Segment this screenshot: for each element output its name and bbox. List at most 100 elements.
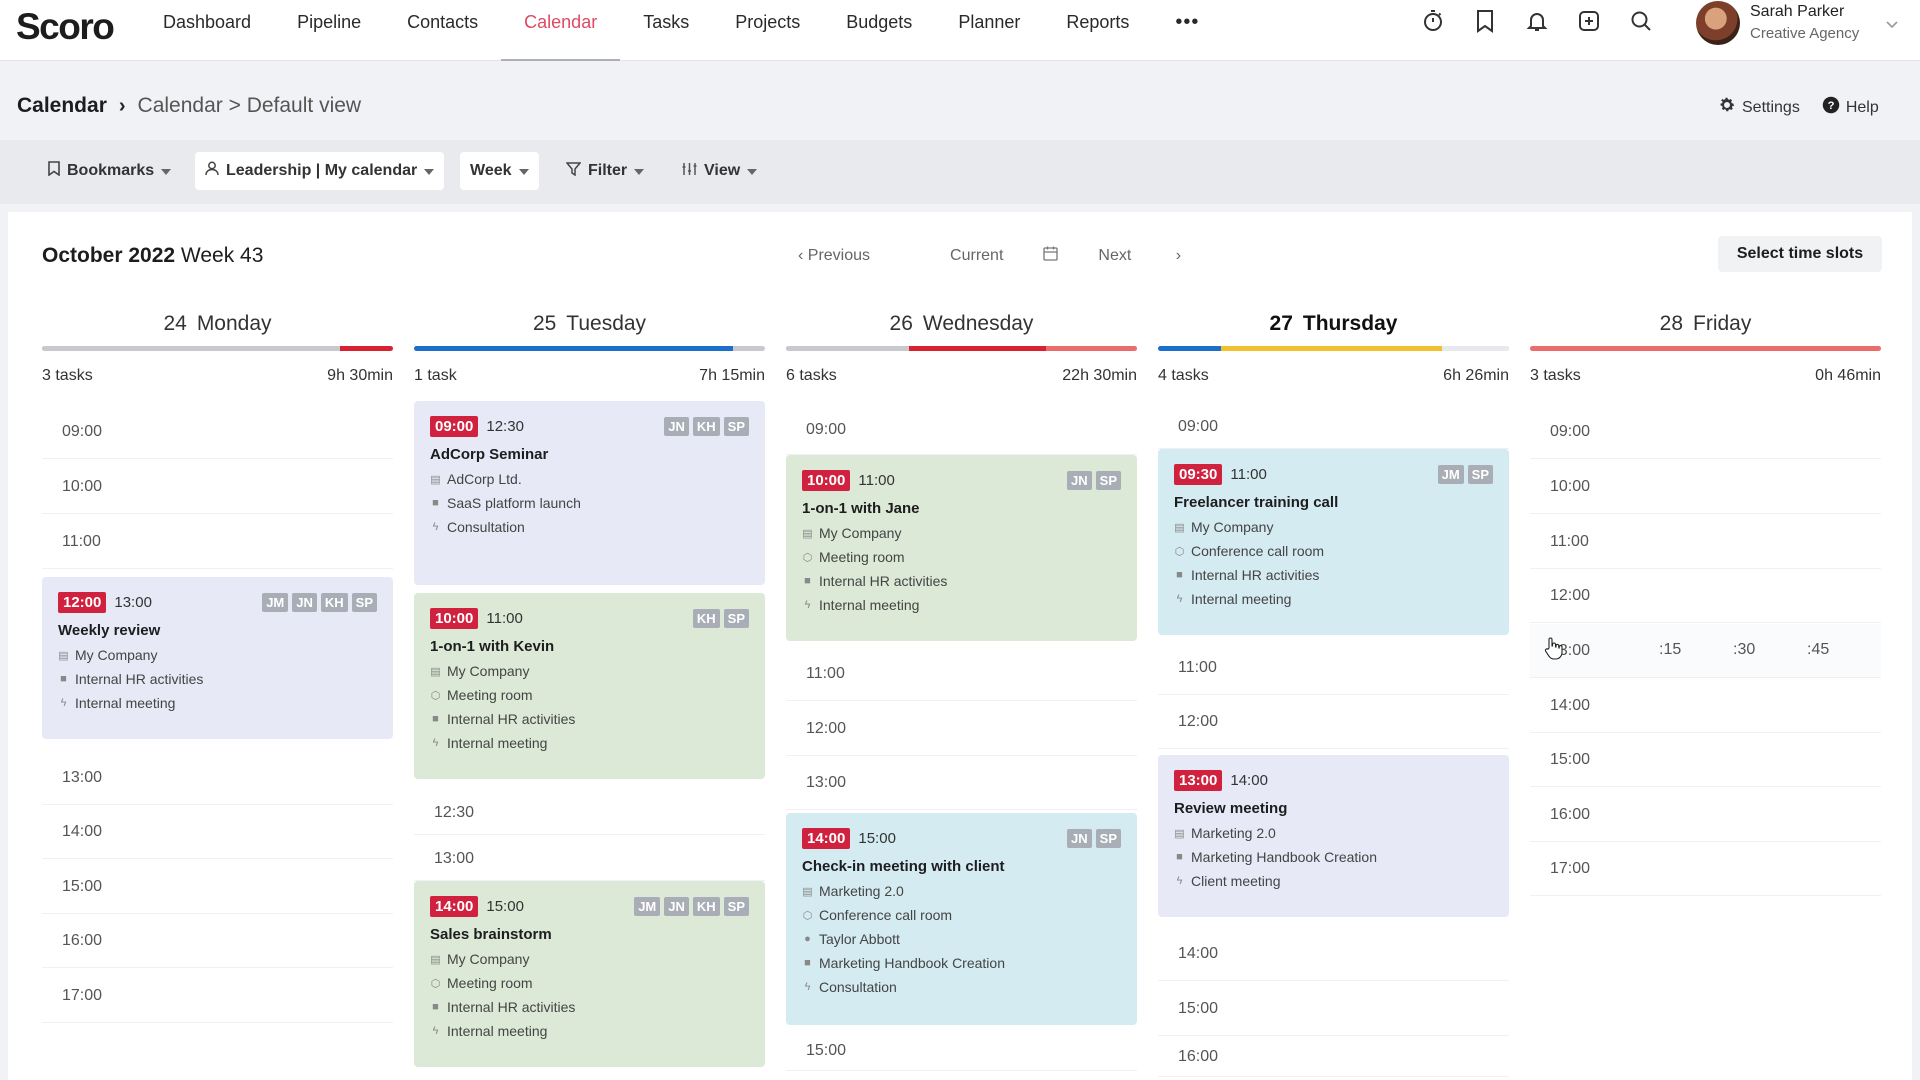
event-start-time: 10:00 [802,469,851,491]
search-icon[interactable] [1628,8,1654,34]
calendar-event[interactable]: 10:00 11:00 JN SP 1-on-1 with Jane ▤ My Co… [786,455,1137,641]
select-time-slots-button[interactable]: Select time slots [1718,236,1882,272]
time-slot[interactable]: 10:00 [42,460,393,514]
filter-button[interactable]: Filter [556,152,654,190]
add-icon[interactable] [1576,8,1602,34]
user-menu[interactable]: Sarah Parker Creative Agency [1696,0,1906,48]
bookmarks-dropdown[interactable]: Bookmarks [38,152,181,190]
previous-button[interactable]: ‹ Previous [798,247,871,264]
event-company: ▤ Marketing 2.0 [1174,825,1276,841]
time-slot[interactable]: 13:00 [414,837,765,881]
current-button[interactable]: Current [950,247,1004,264]
nav-reports[interactable]: Reports [1066,12,1130,32]
range-selector[interactable]: Week [460,152,539,190]
time-slot[interactable]: 12:30 [414,791,765,835]
range-label: Week [470,162,512,179]
location-icon: ⬡ [1174,545,1185,558]
hours-total: 7h 15min [699,367,765,384]
event-company: ▤ Marketing 2.0 [802,883,904,899]
time-slot[interactable]: 15:00 [42,860,393,914]
time-slot[interactable]: 15:00 [1530,733,1881,787]
quarter-slot[interactable]: :45 [1807,641,1830,658]
event-project: ■ Internal HR activities [1174,567,1493,583]
time-slot[interactable]: 15:00 [1158,982,1509,1036]
nav-budgets[interactable]: Budgets [846,12,913,32]
filter-label: Filter [588,162,628,179]
time-slot[interactable]: 14:00 [1158,927,1509,981]
time-slot[interactable]: 16:00 [1530,788,1881,842]
event-project: ■ Internal HR activities [430,711,749,727]
day-summary: 3 tasks 0h 46min [1530,367,1881,385]
time-slot[interactable]: 11:00 [42,515,393,569]
time-slot[interactable]: 11:00 [786,647,1137,701]
time-slot[interactable]: 09:00 [1158,405,1509,449]
time-slot[interactable]: 09:00 [1530,405,1881,459]
calendar-event[interactable]: 09:00 12:30 JN KH SP AdCorp Seminar ▤ AdCo… [414,401,765,585]
nav-planner[interactable]: Planner [958,12,1021,32]
time-slot[interactable]: 11:00 [1158,641,1509,695]
nav-dashboard[interactable]: Dashboard [163,12,252,32]
hours-total: 6h 26min [1443,367,1509,384]
event-end-time: 11:00 [1230,465,1267,483]
timer-icon[interactable] [1420,8,1446,34]
calendar-event[interactable]: 10:00 11:00 KH SP 1-on-1 with Kevin ▤ My C… [414,593,765,779]
time-slot[interactable]: 13:00 [786,756,1137,810]
caret-down-icon [518,162,529,180]
nav-projects[interactable]: Projects [735,12,801,32]
participant-badge: JM [1437,464,1464,484]
time-slot[interactable]: 12:00 [786,702,1137,756]
time-slot[interactable]: 16:00 [42,914,393,968]
settings-button[interactable]: Settings [1718,96,1800,119]
time-slot-hover[interactable]: 13:00 :15 :30 :45 [1530,624,1881,678]
nav-pipeline[interactable]: Pipeline [297,12,362,32]
time-slot[interactable]: 14:00 [42,805,393,859]
next-button[interactable]: Next › [1098,247,1182,264]
time-slot[interactable]: 12:00 [1158,695,1509,749]
event-end-time: 12:30 [486,417,524,435]
scoro-logo[interactable]: Scoro [16,6,115,47]
day-number: 27 [1269,312,1293,335]
time-slot[interactable]: 16:00 [1158,1037,1509,1077]
calendar-selector[interactable]: Leadership | My calendar [195,152,445,190]
time-slot[interactable]: 17:00 [42,969,393,1023]
participant-badge: JN [292,592,317,612]
calendar-event[interactable]: 14:00 15:00 JM JN KH SP Sales brainstorm … [414,881,765,1067]
breadcrumb-path[interactable]: Calendar > Default view [137,94,362,117]
building-icon: ▤ [802,527,813,540]
time-slot[interactable]: 14:00 [1530,679,1881,733]
event-participants: JN KH SP [664,416,749,436]
briefcase-icon: ■ [432,497,439,509]
help-button[interactable]: ? Help [1822,96,1879,119]
day-header: 27 Thursday [1158,312,1509,346]
svg-text:?: ? [1827,100,1834,112]
nav-tasks[interactable]: Tasks [643,12,690,32]
date-picker-icon[interactable] [1043,246,1059,266]
quarter-slot[interactable]: :30 [1733,641,1756,658]
bookmark-icon[interactable] [1472,8,1498,34]
time-slot[interactable]: 15:00 [786,1031,1137,1071]
view-button[interactable]: View [672,152,767,190]
participant-badge: SP [1095,828,1121,848]
time-slot[interactable]: 12:00 [1530,569,1881,623]
bell-icon[interactable] [1524,8,1550,34]
calendar-event[interactable]: 13:00 14:00 Review meeting ▤ Marketing 2.0… [1158,755,1509,917]
quarter-slot[interactable]: :15 [1659,641,1682,658]
time-slot[interactable]: 13:00 [42,751,393,805]
nav-calendar[interactable]: Calendar [501,0,621,61]
nav-contacts[interactable]: Contacts [407,12,479,32]
time-slot[interactable]: 09:00 [786,405,1137,455]
time-slot[interactable]: 10:00 [1530,460,1881,514]
event-end-time: 15:00 [486,897,524,915]
time-slot[interactable]: 11:00 [1530,515,1881,569]
event-company: ▤ AdCorp Ltd. [430,471,522,487]
calendar-event[interactable]: 12:00 13:00 JM JN KH SP Weekly review ▤ My… [42,577,393,739]
calendar-event[interactable]: 09:30 11:00 JM SP Freelancer training cal… [1158,449,1509,635]
participant-badge: JN [664,896,689,916]
bolt-icon: ϟ [804,599,811,611]
calendar-event[interactable]: 14:00 15:00 JN SP Check-in meeting with c… [786,813,1137,1025]
time-slot[interactable]: 17:00 [1530,842,1881,896]
event-project: ■ Internal HR activities [430,999,749,1015]
time-slot[interactable]: 09:00 [42,405,393,459]
nav-more-button[interactable]: ••• [1175,11,1200,33]
participant-badge: SP [723,416,749,436]
